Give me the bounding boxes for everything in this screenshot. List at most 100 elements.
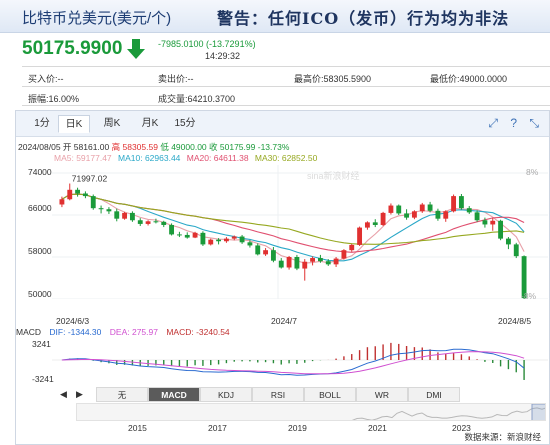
y-tick: 74000 [28, 167, 52, 177]
scroll-left-icon[interactable]: ◀ [60, 389, 67, 399]
high-price: 最高价:58305.5900 [294, 74, 372, 84]
year-label: 2015 [128, 423, 147, 433]
header-bar: 比特币兑美元(美元/个) 警告：任何ICO（发币）行为均为非法 [0, 0, 550, 33]
candle-body [325, 261, 331, 265]
tab-daily[interactable]: 日K [58, 115, 90, 133]
overview-line [351, 407, 545, 420]
indicator-rsi[interactable]: RSI [252, 387, 304, 402]
ohlc-change: -13.73% [257, 142, 290, 152]
candle-body [364, 222, 370, 228]
candle-body [294, 257, 300, 269]
tab-monthly[interactable]: 月K [141, 118, 159, 129]
year-label: 2019 [288, 423, 307, 433]
overview-window [531, 404, 545, 420]
indicator-none[interactable]: 无 [96, 387, 148, 402]
candle-body [231, 236, 237, 239]
candle-body [129, 212, 135, 221]
candle-body [270, 250, 276, 261]
candle-body [137, 220, 143, 224]
tab-15min[interactable]: 15分 [174, 118, 196, 129]
candle-body [153, 221, 159, 223]
candle-body [513, 244, 519, 257]
right-tick: 8% [526, 167, 539, 177]
candle-body [380, 212, 386, 225]
candle-body [474, 212, 480, 221]
ohlc-low: 低 49000.00 [160, 142, 207, 152]
page-title: 比特币兑美元(美元/个) [22, 10, 172, 27]
stats-row-1: 买入价:-- 卖出价:-- 最高价:58305.5900 最低价:49000.0… [22, 66, 550, 86]
ma5-legend: MA5: 59177.47 [54, 153, 112, 163]
candle-body [161, 221, 167, 225]
candle-body [317, 258, 323, 262]
period-tabs: 1分 日K 周K 月K 15分 ⤢ ? ⤡ [16, 111, 549, 137]
amplitude: 振幅:16.00% [28, 94, 80, 104]
expand-icon[interactable]: ⤢ [488, 116, 499, 130]
candle-body [427, 204, 433, 211]
ma-legend: MA5: 59177.47 MA10: 62963.44 MA20: 64611… [54, 153, 321, 163]
price-change: -7985.0100 (-13.7291%) [158, 39, 256, 49]
candle-body [404, 213, 410, 218]
candle-body [419, 204, 425, 212]
indicator-kdj[interactable]: KDJ [200, 387, 252, 402]
ohlc-readout: 2024/08/05 开 58161.00 高 58305.59 低 49000… [18, 141, 289, 153]
candle-body [443, 211, 449, 219]
candle-body [388, 205, 394, 213]
macd-chart[interactable] [52, 337, 548, 383]
candle-body [263, 250, 269, 255]
ohlc-open: 开 58161.00 [62, 142, 110, 152]
candle-body [223, 238, 229, 242]
candle-body [341, 250, 347, 259]
candle-body [349, 244, 355, 251]
ohlc-high: 高 58305.59 [111, 142, 158, 152]
indicator-wr[interactable]: WR [356, 387, 408, 402]
indicator-dmi[interactable]: DMI [408, 387, 460, 402]
candle-body [122, 212, 128, 219]
indicator-boll[interactable]: BOLL [304, 387, 356, 402]
chart-panel: 1分 日K 周K 月K 15分 ⤢ ? ⤡ 2024/08/05 开 58161… [15, 110, 550, 445]
year-label: 2017 [208, 423, 227, 433]
dea-line [61, 351, 525, 375]
candle-body [145, 221, 151, 224]
x-tick: 2024/7 [271, 316, 297, 326]
candle-body [255, 245, 261, 255]
watermark: sina新浪财经 [307, 170, 360, 181]
candle-body [239, 236, 245, 243]
candle-body [247, 242, 253, 246]
indicator-macd[interactable]: MACD [148, 387, 200, 402]
candle-body [310, 258, 316, 262]
ohlc-close: 收 50175.99 [209, 142, 256, 152]
right-tick: -8% [521, 291, 537, 301]
candle-body [208, 239, 214, 245]
help-icon[interactable]: ? [510, 116, 518, 130]
candle-body [521, 256, 527, 299]
ask-price: 卖出价:-- [158, 74, 194, 84]
candle-body [106, 209, 112, 212]
candle-body [466, 208, 472, 213]
candle-body [286, 257, 292, 268]
low-price: 最低价:49000.0000 [430, 74, 508, 84]
year-label: 2021 [368, 423, 387, 433]
bid-price: 买入价:-- [28, 74, 64, 84]
candle-body [396, 205, 402, 214]
tab-weekly[interactable]: 周K [103, 118, 121, 129]
quote-stats: 买入价:-- 卖出价:-- 最高价:58305.5900 最低价:49000.0… [22, 66, 550, 106]
collapse-icon[interactable]: ⤡ [529, 116, 539, 130]
chart-toolbar: ⤢ ? ⤡ [479, 116, 539, 131]
candle-body [333, 258, 339, 265]
down-arrow-icon [127, 39, 145, 59]
dea-value: DEA: 275.97 [109, 327, 158, 337]
candle-body [98, 208, 104, 210]
candle-body [482, 220, 488, 225]
x-tick: 2024/6/3 [56, 316, 90, 326]
year-label: 2023 [452, 423, 471, 433]
dif-value: DIF: -1344.30 [49, 327, 102, 337]
overview-slider[interactable] [76, 403, 546, 421]
ohlc-date: 2024/08/05 [18, 142, 61, 152]
ma-line [61, 193, 525, 245]
scroll-right-icon[interactable]: ▶ [76, 389, 83, 399]
candle-body [216, 239, 222, 242]
candle-body [192, 232, 198, 238]
macd-legend: MACD DIF: -1344.30 DEA: 275.97 MACD: -32… [16, 327, 236, 337]
tab-1min[interactable]: 1分 [34, 118, 50, 129]
